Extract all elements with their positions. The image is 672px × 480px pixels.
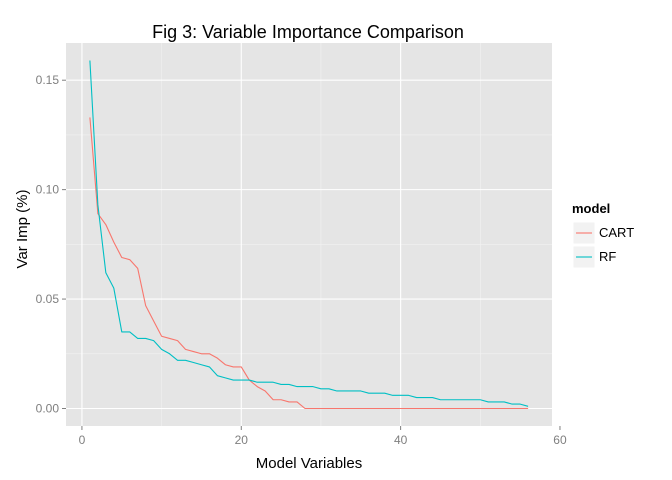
y-tick-label: 0.15 [36,73,60,87]
series-line-rf [89,60,529,407]
legend-label-rf: RF [599,249,616,264]
grid-major [66,43,561,426]
legend-label-cart: CART [599,225,634,240]
x-axis-title: Model Variables [256,455,362,472]
series-layer [89,60,529,410]
y-tick-label: 0.00 [36,401,60,415]
x-tick-label: 0 [79,433,86,447]
series-line-cart [89,117,529,410]
x-axis: 0 20 40 60 [79,426,567,447]
y-tick-label: 0.05 [36,292,60,306]
y-axis-title: Var Imp (%) [14,190,31,269]
y-tick-label: 0.10 [36,183,60,197]
grid-minor [66,43,552,426]
x-tick-label: 40 [394,433,408,447]
x-tick-label: 60 [553,433,567,447]
legend: model CART RF [572,201,634,269]
plot-panel [66,43,552,426]
chart-title: Fig 3: Variable Importance Comparison [152,22,464,42]
x-tick-label: 20 [235,433,249,447]
y-axis: 0.00 0.05 0.10 0.15 [36,73,66,415]
legend-title: model [572,201,610,216]
